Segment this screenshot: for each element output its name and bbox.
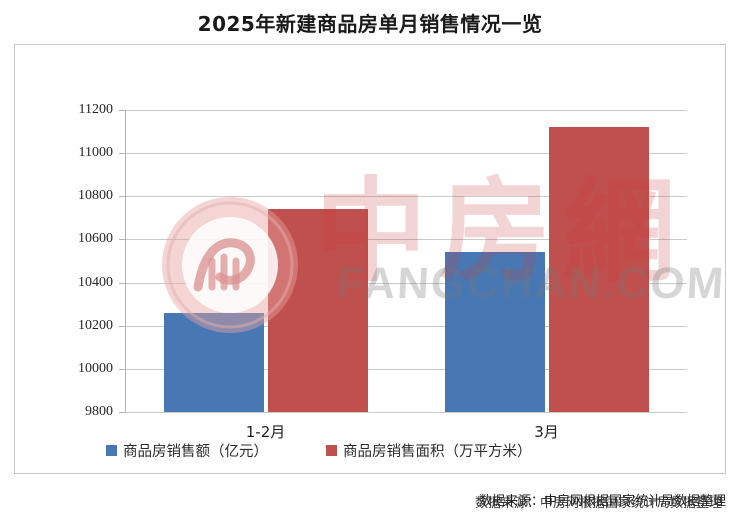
y-tick-mark — [119, 282, 125, 284]
y-tick-label: 10000 — [78, 360, 113, 376]
gridline — [125, 325, 687, 327]
y-tick-label: 9800 — [85, 404, 113, 419]
y-axis-line — [125, 110, 126, 413]
gridline — [125, 153, 687, 155]
bar-sales-amount — [163, 312, 264, 412]
page-title: 2025年新建商品房单月销售情况一览 — [197, 12, 543, 36]
y-tick-mark — [119, 412, 125, 413]
data-source-note-overlay: 数据来源：中房网根据国家统计局数据整理 — [474, 496, 722, 511]
y-tick-label: 11000 — [78, 145, 113, 161]
legend-swatch-icon — [326, 444, 337, 456]
y-tick-mark — [119, 196, 125, 198]
y-tick-mark — [119, 368, 125, 370]
y-tick-mark — [119, 325, 125, 327]
bar-sales-amount — [444, 252, 545, 412]
plot-area — [125, 110, 687, 413]
gridline — [125, 110, 687, 111]
legend-item-sales-amount[interactable]: 商品房销售额（亿元） — [106, 440, 268, 461]
y-tick-label: 10200 — [78, 317, 113, 333]
x-tick-label: 1-2月 — [245, 423, 286, 441]
gridline — [125, 368, 687, 370]
legend-item-sales-area[interactable]: 商品房销售面积（万平方米） — [326, 440, 532, 461]
y-tick-mark — [119, 110, 125, 111]
y-tick-mark — [119, 153, 125, 155]
y-tick-label: 10800 — [78, 188, 113, 204]
data-source-note: 数据来源：中房网根据国家统计局数据整理 — [478, 494, 726, 509]
gridline — [125, 412, 687, 413]
legend-item-label: 商品房销售面积（万平方米） — [343, 443, 532, 460]
gridline — [125, 196, 687, 198]
y-tick-label: 10400 — [78, 274, 113, 290]
chart-legend: 商品房销售额（亿元） 商品房销售面积（万平方米） — [14, 432, 726, 468]
y-axis-tick-labels: 11200 11000 10800 10600 10400 10200 10000 9800 — [33, 45, 113, 475]
bar-sales-area — [267, 209, 368, 412]
gridline — [125, 282, 687, 284]
legend-swatch-icon — [106, 444, 117, 456]
gridline — [125, 239, 687, 241]
y-tick-label: 11200 — [78, 102, 113, 117]
x-tick-label: 3月 — [534, 423, 559, 441]
y-tick-label: 10600 — [78, 231, 113, 247]
legend-item-label: 商品房销售额（亿元） — [123, 443, 268, 460]
y-tick-mark — [119, 239, 125, 241]
bar-sales-area — [548, 127, 649, 412]
chart-frame: 11200 11000 10800 10600 10400 10200 10000 9800 … — [14, 44, 727, 475]
